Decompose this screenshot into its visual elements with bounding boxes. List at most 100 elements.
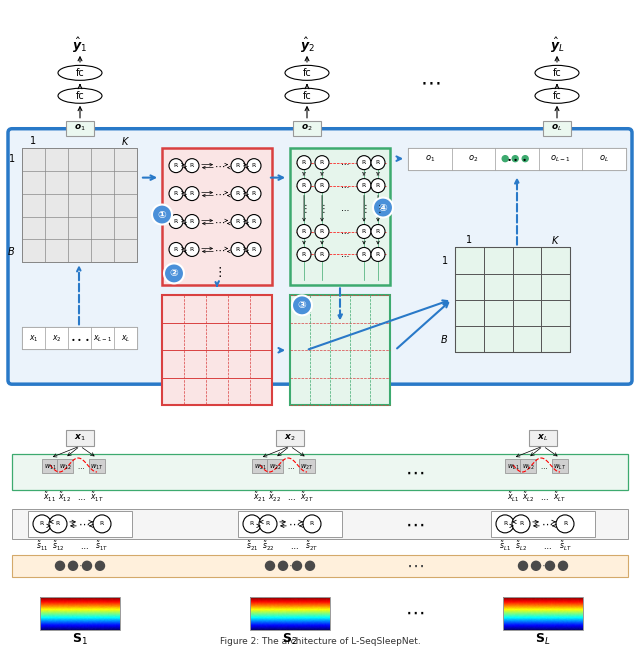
Bar [582, 148, 626, 169]
Text: $\vdots$: $\vdots$ [374, 202, 381, 215]
Text: $\cdots$: $\cdots$ [543, 543, 551, 552]
Text: R: R [236, 191, 240, 196]
Bar [238, 511, 342, 537]
Text: $B$: $B$ [7, 245, 15, 257]
Text: $K$: $K$ [121, 135, 130, 147]
Circle shape [152, 204, 172, 225]
Text: $x_L$: $x_L$ [121, 333, 130, 343]
Text: R: R [236, 247, 240, 252]
Text: $\cdots$: $\cdots$ [79, 543, 88, 552]
Text: $\cdots$: $\cdots$ [405, 515, 424, 533]
Text: $\cdots$: $\cdots$ [406, 557, 424, 575]
Circle shape [247, 243, 261, 256]
Circle shape [556, 515, 574, 533]
Text: R: R [302, 183, 306, 188]
Text: $\hat{\boldsymbol{y}}_{L}$: $\hat{\boldsymbol{y}}_{L}$ [550, 36, 564, 55]
Bar [408, 148, 452, 169]
Text: R: R [320, 160, 324, 165]
Text: $\cdots$: $\cdots$ [540, 493, 548, 502]
Circle shape [371, 156, 385, 169]
Text: $\cdots$: $\cdots$ [288, 519, 300, 529]
Circle shape [49, 515, 67, 533]
Text: R: R [376, 160, 380, 165]
Bar [267, 459, 283, 473]
Text: $w_{L2}$: $w_{L2}$ [522, 462, 534, 472]
Text: $\hat{\boldsymbol{y}}_{2}$: $\hat{\boldsymbol{y}}_{2}$ [300, 36, 314, 55]
Circle shape [297, 178, 311, 193]
Circle shape [545, 561, 554, 570]
Text: $\cdots$: $\cdots$ [214, 161, 225, 171]
Text: R: R [236, 219, 240, 224]
Text: $o_{L-1}$: $o_{L-1}$ [550, 153, 571, 164]
Circle shape [502, 156, 508, 162]
Text: $o_L$: $o_L$ [599, 153, 609, 164]
Bar [68, 327, 91, 349]
Text: $\tilde{s}_{LT}$: $\tilde{s}_{LT}$ [559, 540, 572, 554]
Bar [22, 327, 45, 349]
Text: $x_{L-1}$: $x_{L-1}$ [93, 333, 112, 343]
Text: R: R [266, 521, 270, 526]
Text: $w_{21}$: $w_{21}$ [253, 462, 266, 472]
Circle shape [315, 247, 329, 262]
Text: $\boldsymbol{x}_{L}$: $\boldsymbol{x}_{L}$ [538, 433, 548, 443]
Bar [91, 327, 114, 349]
Circle shape [357, 247, 371, 262]
Text: $w_{LT}$: $w_{LT}$ [554, 462, 566, 472]
Text: $\cdots$: $\cdots$ [287, 464, 295, 470]
Text: R: R [320, 229, 324, 234]
Bar [552, 459, 568, 473]
Text: 1: 1 [9, 154, 15, 164]
Text: fc: fc [552, 68, 561, 78]
Bar [543, 121, 571, 136]
Circle shape [169, 243, 183, 256]
Bar [520, 459, 536, 473]
Bar [290, 148, 390, 286]
Text: $w_{22}$: $w_{22}$ [269, 462, 282, 472]
Text: R: R [250, 521, 254, 526]
Bar [276, 430, 304, 446]
Circle shape [247, 187, 261, 201]
Text: $\cdots$: $\cdots$ [290, 543, 298, 552]
Text: R: R [302, 229, 306, 234]
Text: R: R [252, 219, 256, 224]
Text: $w_{2T}$: $w_{2T}$ [300, 462, 314, 472]
Bar [89, 459, 105, 473]
Bar [495, 148, 539, 169]
Text: $\mathbf{S}_{2}$: $\mathbf{S}_{2}$ [282, 632, 298, 647]
Bar [12, 509, 628, 539]
Text: R: R [174, 163, 178, 168]
Circle shape [231, 158, 245, 173]
Text: R: R [100, 521, 104, 526]
Text: R: R [252, 247, 256, 252]
Text: R: R [190, 219, 194, 224]
Text: $\cdots$: $\cdots$ [405, 603, 424, 622]
Text: $\tilde{x}_{L2}$: $\tilde{x}_{L2}$ [522, 491, 534, 504]
Text: $B$: $B$ [440, 333, 448, 345]
Circle shape [266, 561, 275, 570]
Text: Figure 2: The architecture of L-SeqSleepNet.: Figure 2: The architecture of L-SeqSleep… [220, 637, 420, 646]
Text: fc: fc [76, 91, 84, 101]
Ellipse shape [535, 88, 579, 103]
Text: $\cdots$: $\cdots$ [285, 560, 295, 570]
Text: $\cdots$: $\cdots$ [405, 463, 424, 482]
Bar [12, 454, 628, 490]
Text: $\tilde{s}_{2T}$: $\tilde{s}_{2T}$ [305, 540, 319, 554]
Bar [250, 596, 330, 630]
Circle shape [185, 243, 199, 256]
Text: 1: 1 [442, 256, 448, 265]
Text: $\vdots$: $\vdots$ [300, 202, 308, 215]
Circle shape [231, 187, 245, 201]
Text: R: R [519, 521, 523, 526]
Text: $w_{1T}$: $w_{1T}$ [90, 462, 104, 472]
Text: 1: 1 [31, 136, 36, 145]
Bar [12, 555, 628, 577]
Text: R: R [362, 252, 366, 257]
Bar [290, 295, 390, 405]
Text: R: R [190, 163, 194, 168]
Circle shape [371, 247, 385, 262]
Bar [252, 459, 268, 473]
Text: $\cdots$: $\cdots$ [541, 519, 553, 529]
Circle shape [512, 156, 518, 162]
Bar [66, 121, 94, 136]
Ellipse shape [58, 66, 102, 80]
